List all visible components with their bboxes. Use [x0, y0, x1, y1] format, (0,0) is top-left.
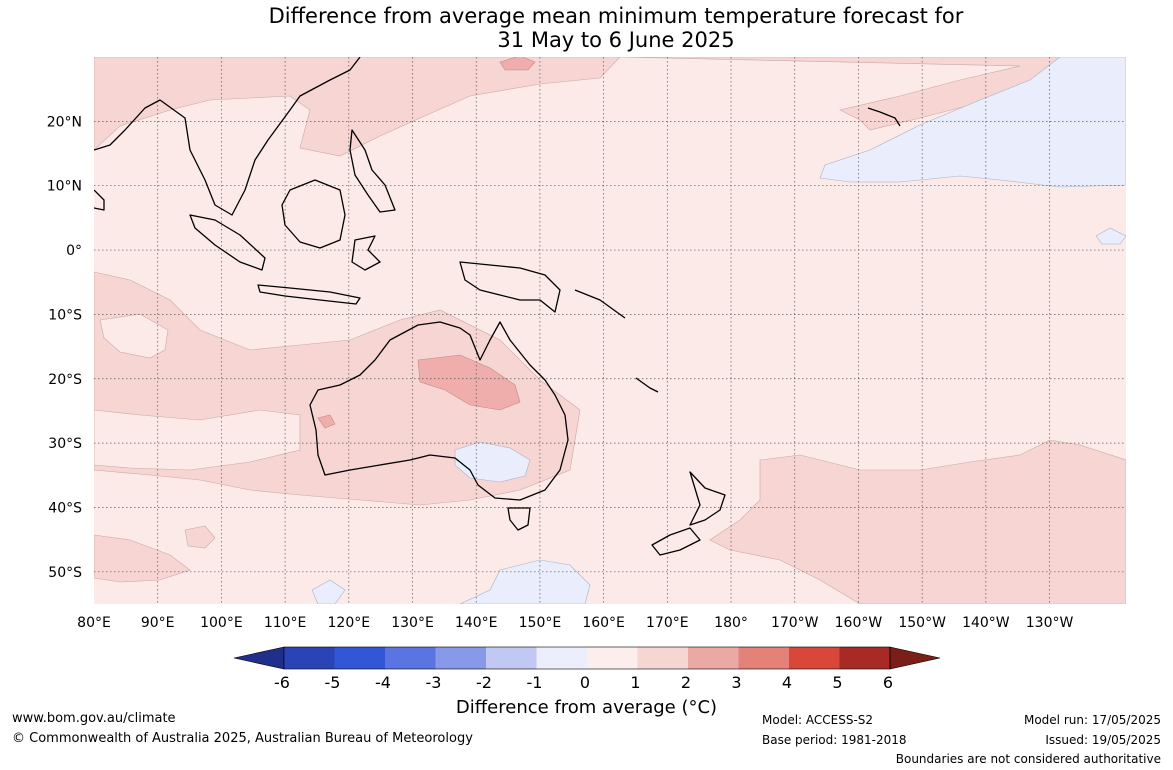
longitude-label: 150°E	[519, 615, 562, 631]
coastline-solomons	[574, 289, 626, 319]
colorbar: -6 -5 -4 -3 -2 -1 0 1 2 3 4 5 6	[233, 646, 941, 692]
colorbar-segment	[435, 647, 486, 669]
anomaly-region-1-2-small	[184, 525, 216, 549]
latitude-label: 20°N	[47, 114, 82, 130]
anomaly-field	[94, 57, 1126, 604]
colorbar-segment	[839, 647, 890, 669]
longitude-label: 130°E	[391, 615, 434, 631]
anomaly-region-neg-east	[1095, 227, 1126, 245]
longitude-label: 80°E	[77, 615, 111, 631]
coastlines	[94, 57, 901, 556]
colorbar-tick-label: -3	[426, 673, 442, 692]
colorbar-segment	[688, 647, 739, 669]
colorbar-border	[283, 646, 891, 670]
colorbar-tick-label: 6	[883, 673, 893, 692]
coastline-australia	[309, 321, 569, 501]
anomaly-region-0-1-hole-2	[94, 409, 301, 471]
colorbar-segment	[536, 647, 587, 669]
colorbar-tick-label: -5	[325, 673, 341, 692]
colorbar-segment	[738, 647, 789, 669]
colorbar-tick-label: 3	[731, 673, 741, 692]
longitude-label: 100°E	[200, 615, 243, 631]
map-title: Difference from average mean minimum tem…	[0, 4, 1173, 52]
longitude-label: 150°W	[898, 615, 946, 631]
colorbar-arrow-high	[889, 646, 941, 670]
coastline-java	[257, 284, 361, 305]
coastline-asia	[94, 57, 361, 216]
longitude-label: 160°E	[582, 615, 625, 631]
footer-base-period: Base period: 1981-2018	[762, 733, 907, 747]
coastline-new-guinea	[459, 261, 561, 313]
longitude-label: 170°E	[646, 615, 689, 631]
latitude-label: 20°S	[48, 372, 82, 388]
colorbar-segment	[385, 647, 436, 669]
footer-model: Model: ACCESS-S2	[762, 713, 874, 727]
colorbar-tick-label: 4	[782, 673, 792, 692]
longitude-label: 180°	[714, 615, 748, 631]
anomaly-region-1-2-southeast	[709, 439, 1126, 604]
longitude-label: 170°W	[771, 615, 819, 631]
latitude-label: 0°	[66, 243, 82, 259]
longitude-label: 120°E	[328, 615, 371, 631]
anomaly-region-1-2-north	[94, 57, 621, 157]
anomaly-region-neg-bight	[454, 441, 531, 483]
colorbar-arrow-low	[233, 646, 285, 670]
colorbar-segment	[637, 647, 688, 669]
graticule	[94, 57, 1126, 604]
anomaly-region-2-3-west	[317, 414, 336, 429]
longitude-label: 130°W	[1026, 615, 1074, 631]
colorbar-tick-label: 1	[630, 673, 640, 692]
latitude-label: 40°S	[48, 500, 82, 516]
anomaly-region-neg-sw	[311, 579, 346, 604]
longitude-label: 90°E	[141, 615, 175, 631]
colorbar-tick-label: -1	[527, 673, 543, 692]
longitude-label: 110°E	[264, 615, 307, 631]
coastline-hawaii	[867, 107, 901, 127]
footer-website: www.bom.gov.au/climate	[12, 711, 176, 726]
longitude-label: 140°E	[455, 615, 498, 631]
coastline-philippines	[349, 129, 396, 213]
longitude-label: 160°W	[835, 615, 883, 631]
title-line-1: Difference from average mean minimum tem…	[268, 4, 964, 28]
colorbar-tick-label: -4	[375, 673, 391, 692]
colorbar-segment	[789, 647, 840, 669]
longitude-label: 140°W	[962, 615, 1010, 631]
colorbar-segment	[334, 647, 385, 669]
coastline-tasmania	[507, 507, 531, 531]
anomaly-region-2-3-north	[499, 57, 536, 71]
footer-copyright: © Commonwealth of Australia 2025, Austra…	[12, 731, 473, 746]
anomaly-region-neg-south	[459, 559, 591, 604]
colorbar-segment	[587, 647, 638, 669]
coastline-india-tip	[94, 189, 105, 211]
footer-disclaimer: Boundaries are not considered authoritat…	[895, 752, 1161, 766]
colorbar-tick-label: -6	[274, 673, 290, 692]
coastline-sulawesi	[351, 235, 381, 271]
latitude-label: 10°S	[48, 307, 82, 323]
coastline-new-zealand-north	[689, 471, 726, 526]
colorbar-segment	[284, 647, 335, 669]
coastline-new-zealand-south	[651, 527, 701, 556]
latitude-labels: 20°N 10°N 0° 10°S 20°S 30°S 40°S 50°S	[47, 114, 82, 580]
coastline-new-caledonia	[635, 377, 659, 393]
colorbar-tick-label: 2	[681, 673, 691, 692]
latitude-label: 50°S	[48, 565, 82, 581]
latitude-label: 30°S	[48, 436, 82, 452]
longitude-labels: 80°E 90°E 100°E 110°E 120°E 130°E 140°E 150°E 16…	[77, 615, 1073, 631]
latitude-label: 10°N	[47, 179, 82, 195]
anomaly-region-2-3-australia	[417, 354, 521, 411]
title-line-2: 31 May to 6 June 2025	[497, 28, 735, 52]
colorbar-tick-label: 0	[580, 673, 590, 692]
coastline-sumatra	[189, 214, 266, 271]
footer-issued: Issued: 19/05/2025	[1045, 733, 1161, 747]
coastline-borneo	[281, 179, 346, 249]
colorbar-title: Difference from average (°C)	[455, 697, 718, 718]
colorbar-segment	[486, 647, 537, 669]
colorbar-tick-label: 5	[832, 673, 842, 692]
colorbar-tick-label: -2	[476, 673, 492, 692]
footer-model-run: Model run: 17/05/2025	[1023, 713, 1161, 727]
anomaly-region-1-2-southwest	[94, 534, 191, 583]
